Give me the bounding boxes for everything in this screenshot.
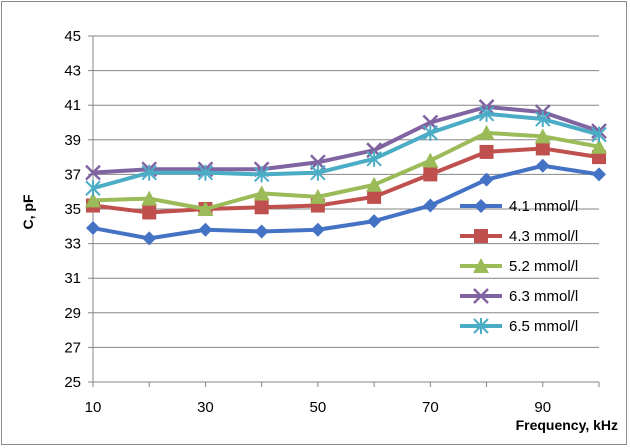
series-6-5-mmol-l (85, 105, 607, 197)
axes: 25 27 29 31 33 35 37 39 41 43 45 10 30 50 70 90 (64, 28, 600, 416)
legend-item-4-3-mmol-l: 4.3 mmol/l (460, 228, 578, 245)
x-tick-label-10: 10 (85, 399, 102, 416)
series-6-5-mmol-l-point-90 (535, 111, 551, 128)
series-4-1-mmol-l-point-80 (479, 172, 494, 187)
series-group (85, 99, 607, 246)
y-tick-label-31: 31 (64, 270, 81, 287)
series-5-2-mmol-l-point-100 (591, 138, 607, 154)
y-tick-label-25: 25 (64, 374, 81, 391)
series-4-3-mmol-l-point-80 (479, 144, 494, 159)
y-tick-label-43: 43 (64, 63, 81, 80)
legend-item-5-2-mmol-l-label: 5.2 mmol/l (509, 258, 578, 275)
series-4-1-mmol-l-line (92, 163, 600, 241)
series-5-2-mmol-l-line (92, 130, 600, 211)
legend-item-4-3-mmol-l-label: 4.3 mmol/l (509, 228, 578, 245)
series-6-5-mmol-l-point-10 (85, 180, 101, 197)
series-5-2-mmol-l-point-90 (534, 128, 551, 144)
series-5-2-mmol-l-point-40 (253, 185, 270, 201)
series-6-5-mmol-l-point-40 (253, 166, 270, 183)
y-tick-label-35: 35 (64, 201, 81, 218)
series-4-1-mmol-l-point-10 (86, 221, 100, 236)
series-6-5-mmol-l-point-30 (197, 164, 214, 181)
series-4-1-mmol-l-point-90 (535, 158, 550, 173)
legend-item-4-1-mmol-l: 4.1 mmol/l (460, 198, 578, 215)
y-tick-label-39: 39 (64, 132, 81, 149)
y-tick-label-33: 33 (64, 236, 81, 253)
series-6-5-mmol-l-point-50 (310, 164, 326, 181)
x-tick-label-50: 50 (310, 399, 327, 416)
series-5-2-mmol-l (85, 124, 607, 216)
series-6-3-mmol-l-point-10-stroke-b (85, 164, 101, 181)
series-6-5-mmol-l-point-100 (591, 126, 607, 143)
legend-item-6-5-mmol-l-label: 6.5 mmol/l (509, 318, 578, 335)
legend-item-6-5-mmol-l-marker (473, 318, 489, 334)
legend-item-5-2-mmol-l-marker (473, 258, 489, 273)
series-4-1-mmol-l-point-40 (254, 224, 269, 239)
series-6-3-mmol-l-point-10 (85, 164, 101, 181)
legend-item-5-2-mmol-l: 5.2 mmol/l (460, 258, 578, 275)
legend-item-6-3-mmol-l-marker-stroke-b (473, 288, 489, 304)
series-5-2-mmol-l-point-30 (197, 201, 214, 216)
series-6-3-mmol-l-line (92, 104, 600, 175)
x-tick-label-30: 30 (197, 399, 214, 416)
series-5-2-mmol-l-point-50 (309, 188, 326, 204)
series-6-5-mmol-l-point-20 (141, 164, 157, 181)
series-4-1-mmol-l-point-100 (592, 167, 606, 182)
series-4-1-mmol-l-point-60 (367, 214, 382, 229)
series-6-5-mmol-l-point-80 (478, 105, 495, 122)
legend-item-6-3-mmol-l-label: 6.3 mmol/l (509, 288, 578, 305)
legend: 4.1 mmol/l 4.3 mmol/l 5.2 mmol/l 6.3 mmol/l… (460, 198, 578, 335)
series-4-3-mmol-l-point-20 (142, 205, 157, 220)
series-4-1-mmol-l-point-50 (310, 222, 325, 237)
series-4-3-mmol-l-point-60 (367, 189, 382, 204)
series-5-2-mmol-l-point-80 (478, 124, 495, 140)
y-tick-label-45: 45 (64, 28, 81, 45)
series-4-3-mmol-l-point-90 (535, 141, 550, 156)
series-5-2-mmol-l-point-60 (366, 176, 383, 192)
legend-item-4-1-mmol-l-marker (474, 199, 488, 213)
legend-item-4-3-mmol-l-marker (474, 229, 488, 243)
series-5-2-mmol-l-point-10 (85, 192, 101, 208)
series-4-1-mmol-l-point-70 (423, 198, 438, 213)
x-tick-label-90: 90 (534, 399, 551, 416)
y-tick-label-29: 29 (64, 305, 81, 322)
legend-item-6-3-mmol-l: 6.3 mmol/l (460, 288, 578, 305)
series-5-2-mmol-l-point-20 (141, 190, 158, 206)
series-4-1-mmol-l (86, 158, 606, 246)
legend-item-6-3-mmol-l-marker (473, 288, 489, 304)
y-tick-label-37: 37 (64, 166, 81, 183)
y-tick-label-27: 27 (64, 339, 81, 356)
y-tick-label-41: 41 (64, 97, 81, 114)
series-6-5-mmol-l-point-60 (366, 150, 382, 167)
x-tick-label-70: 70 (422, 399, 439, 416)
y-axis-title: C, pF (20, 194, 36, 229)
series-4-3-mmol-l-point-40 (254, 200, 269, 215)
series-4-1-mmol-l-point-20 (142, 231, 157, 246)
legend-item-4-1-mmol-l-label: 4.1 mmol/l (509, 198, 578, 215)
series-4-3-mmol-l-line (92, 146, 600, 215)
series-6-5-mmol-l-line (92, 111, 600, 191)
legend-item-6-5-mmol-l: 6.5 mmol/l (460, 318, 578, 335)
series-5-2-mmol-l-point-70 (422, 152, 439, 168)
series-6-5-mmol-l-point-70 (422, 124, 439, 141)
series-4-1-mmol-l-point-30 (198, 222, 213, 237)
x-axis-title: Frequency, kHz (516, 417, 618, 433)
series-4-3-mmol-l-point-70 (423, 167, 438, 182)
